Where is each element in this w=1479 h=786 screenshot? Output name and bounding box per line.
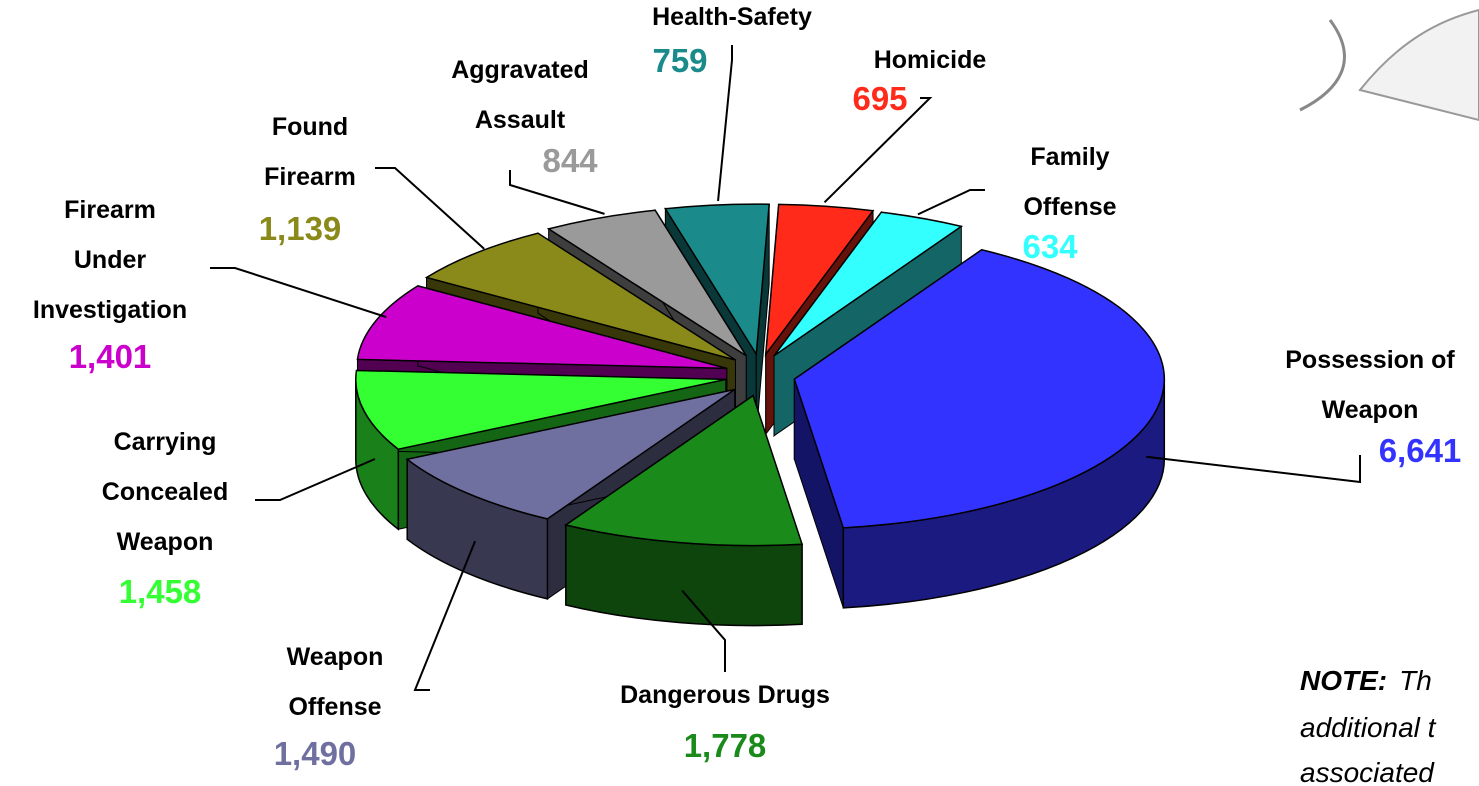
label-line: Weapon <box>117 528 214 556</box>
note-line: associated <box>1300 757 1435 786</box>
category-label: Weapon Offense <box>287 643 384 721</box>
note-line: Th <box>1399 665 1432 696</box>
category-label: Firearm Under Investigation <box>33 196 187 324</box>
category-label: Found Firearm <box>264 113 356 191</box>
label-line: Under <box>74 246 147 274</box>
label-line: Firearm <box>264 163 356 191</box>
decoration <box>1300 20 1344 110</box>
note: NOTE: Th <box>1300 665 1432 696</box>
value-label: 1,139 <box>259 210 342 247</box>
value-label: 844 <box>542 142 598 179</box>
leader-line <box>375 168 484 249</box>
category-label: Carrying Concealed Weapon <box>102 428 228 556</box>
label-line: Found <box>272 113 348 141</box>
value-label: 759 <box>652 42 707 79</box>
label-line: Family <box>1030 143 1109 171</box>
value-label: 695 <box>852 80 907 117</box>
chart: Homicide 695 Family Offense 634 Possession of… <box>0 0 1479 786</box>
label-line: Concealed <box>102 478 228 506</box>
leader-line <box>918 190 985 214</box>
label-line: Firearm <box>64 196 156 224</box>
label-line: Offense <box>1023 193 1116 221</box>
label-line: Weapon <box>287 643 384 671</box>
decoration <box>1360 10 1479 120</box>
value-label: 1,490 <box>274 735 357 772</box>
label-line: Offense <box>288 693 381 721</box>
leader-line <box>210 268 386 317</box>
label-line: Possession of <box>1285 346 1455 374</box>
note-title: NOTE: <box>1300 665 1387 696</box>
value-label: 1,778 <box>684 727 767 764</box>
value-label: 1,458 <box>119 573 202 610</box>
category-label: Homicide <box>874 46 987 74</box>
pie <box>356 204 1165 625</box>
category-label: Aggravated Assault <box>451 56 589 134</box>
leader-line <box>718 45 732 201</box>
label-line: Investigation <box>33 296 187 324</box>
note-line: additional t <box>1300 712 1437 743</box>
label-line: Carrying <box>114 428 217 456</box>
leader-line <box>1146 455 1360 482</box>
value-label: 634 <box>1022 228 1078 265</box>
label-line: Aggravated <box>451 56 589 84</box>
category-label: Possession of Weapon <box>1285 346 1455 424</box>
category-label: Family Offense <box>1023 143 1116 221</box>
category-label: Health-Safety <box>652 3 812 31</box>
value-label: 1,401 <box>69 338 152 375</box>
category-label: Dangerous Drugs <box>620 681 830 709</box>
value-label: 6,641 <box>1379 432 1462 469</box>
label-line: Weapon <box>1322 396 1419 424</box>
label-line: Assault <box>475 106 566 134</box>
